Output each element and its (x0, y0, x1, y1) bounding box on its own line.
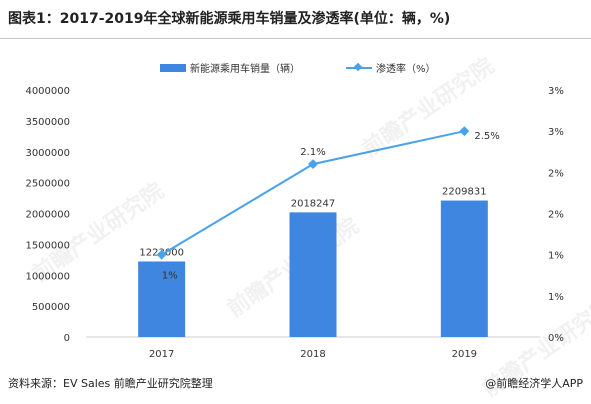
y-left-tick-label: 4000000 (25, 86, 70, 97)
x-tick-label: 2017 (149, 349, 174, 360)
y-left-tick-label: 2000000 (25, 210, 70, 221)
y-right-tick-label: 3% (548, 86, 564, 97)
legend-swatch-line (346, 62, 372, 71)
brand-credit: @前瞻经济学人APP (485, 377, 583, 390)
legend-label-penetration: 渗透率（%） (376, 64, 436, 75)
y-right-tick-label: 3% (548, 127, 564, 138)
y-left-tick-label: 3500000 (25, 117, 70, 128)
penetration-point-2019 (459, 126, 470, 137)
legend-item-sales: 新能源乘用车销量（辆） (160, 60, 300, 75)
chart-legend: 新能源乘用车销量（辆） 渗透率（%） (0, 60, 591, 75)
y-left-tick-label: 2500000 (25, 179, 70, 190)
y-left-tick-label: 0 (64, 333, 70, 344)
y-right-tick-label: 2% (548, 168, 564, 179)
source-note: 资料来源：EV Sales 前瞻产业研究院整理 (8, 377, 213, 390)
y-right-tick-label: 1% (548, 292, 564, 303)
legend-label-sales: 新能源乘用车销量（辆） (190, 64, 300, 75)
penetration-point-2017 (156, 249, 167, 260)
bar-2017 (138, 261, 186, 337)
y-left-tick-label: 1500000 (25, 240, 70, 251)
title-divider (0, 38, 591, 39)
x-tick-label: 2018 (300, 349, 325, 360)
line-data-label: 1% (162, 271, 178, 282)
y-right-tick-label: 2% (548, 210, 564, 221)
chart-title: 图表1：2017-2019年全球新能源乘用车销量及渗透率(单位：辆，%) (8, 11, 451, 27)
y-left-tick-label: 500000 (32, 302, 70, 313)
legend-swatch-bar (160, 63, 186, 72)
legend-item-penetration: 渗透率（%） (346, 60, 436, 75)
y-right-tick-label: 1% (548, 251, 564, 262)
line-data-label: 2.1% (300, 147, 325, 158)
bar-data-label: 2018247 (291, 198, 336, 209)
y-left-tick-label: 3000000 (25, 148, 70, 159)
penetration-point-2018 (308, 159, 318, 170)
y-right-tick-label: 0% (548, 333, 564, 344)
bar-2018 (289, 212, 337, 337)
bar-data-label: 2209831 (442, 187, 487, 198)
y-left-tick-label: 1000000 (25, 271, 70, 282)
x-tick-label: 2019 (452, 349, 477, 360)
line-data-label: 2.5% (474, 131, 499, 142)
bar-2019 (440, 200, 488, 337)
